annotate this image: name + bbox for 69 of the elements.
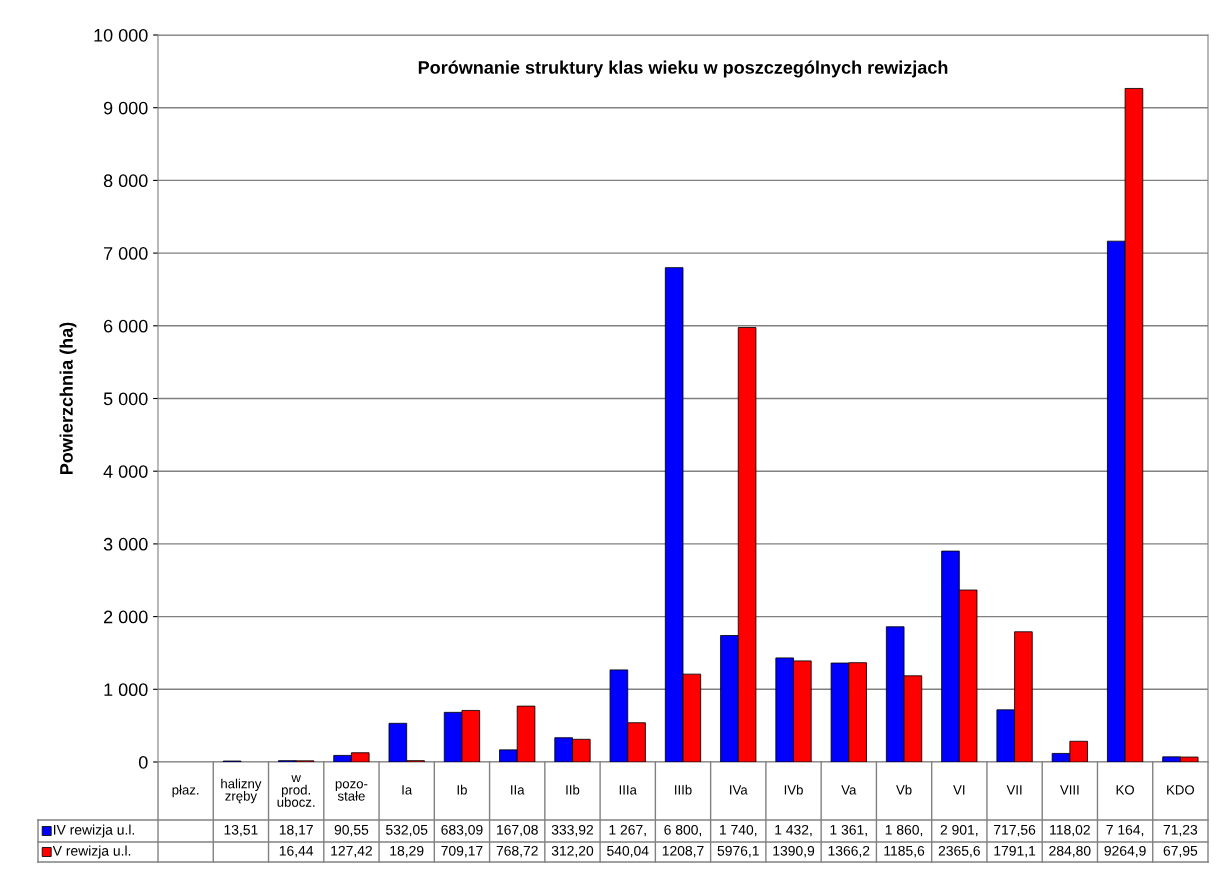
y-tick-label: 3 000 bbox=[103, 537, 148, 551]
data-label: 768,72 bbox=[496, 845, 538, 858]
data-label: 127,42 bbox=[331, 845, 372, 858]
x-tick-label: IVa bbox=[730, 785, 748, 795]
data-label: 284,80 bbox=[1049, 845, 1091, 858]
data-label: 312,20 bbox=[551, 845, 594, 858]
data-label: 1 740, bbox=[720, 824, 757, 837]
data-label: 1791,1 bbox=[994, 845, 1036, 858]
data-label: 6 800, bbox=[664, 824, 702, 837]
data-label: 683,09 bbox=[441, 824, 483, 837]
data-label: 2365,6 bbox=[938, 845, 980, 858]
data-label: 18,29 bbox=[390, 845, 424, 858]
data-label: 1208,7 bbox=[662, 845, 704, 858]
data-label: 167,08 bbox=[497, 824, 538, 837]
y-tick-label: 5 000 bbox=[103, 392, 148, 406]
y-tick-label: 9 000 bbox=[103, 101, 148, 115]
x-tick-label: KDO bbox=[1167, 785, 1195, 795]
data-label: 18,17 bbox=[279, 824, 313, 837]
x-tick-label: Va bbox=[841, 785, 857, 795]
x-tick-label: Ib bbox=[457, 784, 467, 795]
data-label: 532,05 bbox=[386, 824, 428, 837]
data-label: 1185,6 bbox=[884, 845, 925, 858]
x-tick-label: VIII bbox=[1060, 785, 1079, 795]
data-label: 1366,2 bbox=[828, 845, 870, 858]
data-label: 13,51 bbox=[224, 824, 258, 837]
data-label: 1 267, bbox=[609, 824, 646, 837]
text: Porównanie struktury klas wieku w poszczególnych rewizjach bbox=[418, 60, 948, 78]
y-tick-label: 7 000 bbox=[104, 247, 148, 260]
x-tick-label: VII bbox=[1006, 785, 1022, 795]
x-tick-label: IIIa bbox=[619, 785, 637, 795]
data-label: 2 901, bbox=[940, 824, 978, 837]
y-tick-label: 10 000 bbox=[94, 28, 148, 42]
y-axis-title: Powierzchnia (ha) bbox=[59, 322, 77, 475]
data-label: 540,04 bbox=[607, 845, 649, 858]
x-tick-label: IIIb bbox=[675, 784, 692, 795]
data-label: 709,17 bbox=[441, 845, 483, 858]
x-tick-label: płaz. bbox=[172, 784, 199, 798]
y-tick-label: 1 000 bbox=[104, 683, 148, 697]
x-tick-label: Vb bbox=[896, 784, 912, 795]
x-tick-label: pozo- stałe bbox=[335, 781, 368, 801]
y-tick-label: 0 bbox=[138, 755, 148, 769]
x-tick-label: KO bbox=[1116, 785, 1135, 795]
x-tick-label: IIb bbox=[566, 784, 580, 795]
x-tick-label: halizny zręby bbox=[221, 778, 262, 804]
data-label: 71,23 bbox=[1163, 824, 1198, 837]
y-tick-label: 8 000 bbox=[103, 174, 148, 188]
data-label: 67,95 bbox=[1163, 845, 1198, 858]
legend-label: V rewizja u.l. bbox=[52, 845, 131, 859]
data-label: 717,56 bbox=[994, 824, 1036, 837]
data-label: 118,02 bbox=[1050, 824, 1090, 837]
x-tick-label: IIa bbox=[511, 785, 525, 795]
y-tick-label: 4 000 bbox=[103, 465, 148, 478]
data-label: 5976,1 bbox=[717, 845, 759, 858]
data-label: 16,44 bbox=[279, 845, 314, 858]
x-tick-label: VI bbox=[953, 785, 965, 795]
data-label: 7 164, bbox=[1106, 824, 1144, 837]
x-tick-label: Ia bbox=[402, 785, 413, 795]
data-label: 1 860, bbox=[885, 824, 923, 837]
data-label: 1390,9 bbox=[773, 845, 815, 858]
x-tick-label: w prod. ubocz. bbox=[277, 775, 315, 807]
data-label: 9264,9 bbox=[1104, 845, 1146, 858]
data-label: 333,92 bbox=[551, 824, 594, 837]
data-label: 1 432, bbox=[775, 824, 812, 837]
y-tick-label: 6 000 bbox=[104, 319, 148, 333]
data-label: 90,55 bbox=[334, 824, 369, 837]
x-tick-label: IVb bbox=[784, 784, 803, 795]
legend-label: IV rewizja u.l. bbox=[53, 824, 135, 838]
y-tick-label: 2 000 bbox=[104, 610, 148, 624]
data-label: 1 361, bbox=[830, 824, 867, 837]
